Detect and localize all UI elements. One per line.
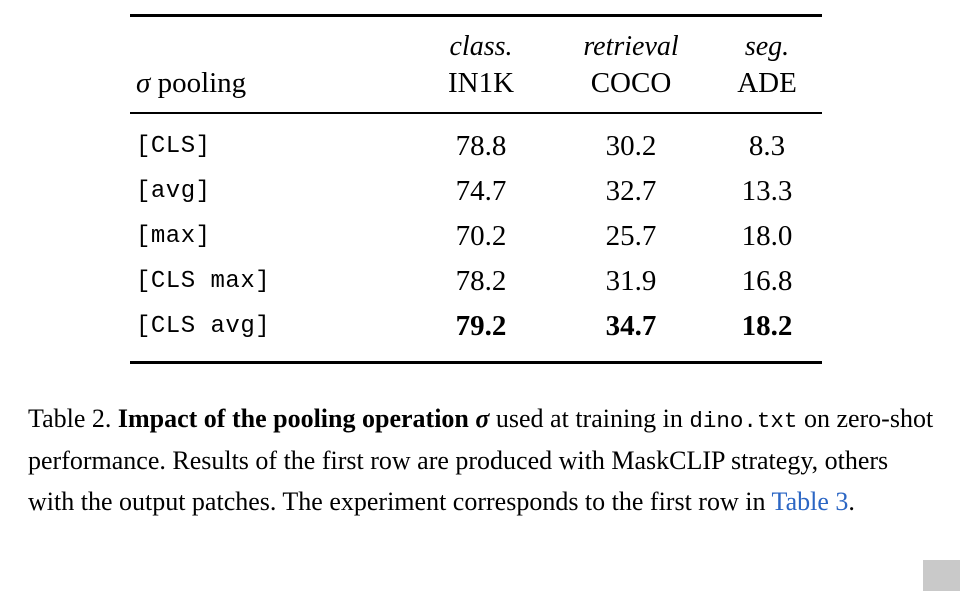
cell-in1k: 78.8	[455, 130, 507, 162]
mid-rule	[130, 112, 822, 114]
table-header-row: σ pooling IN1K COCO ADE	[130, 63, 822, 112]
caption-bold-title: Impact of the pooling operation	[117, 404, 476, 433]
pooling-label: pooling	[150, 67, 247, 99]
caption-mid2: on zero-shot performance. Results of the…	[28, 404, 934, 517]
caption-prefix: Table 2.	[28, 404, 118, 433]
caption-suffix: .	[848, 487, 855, 517]
cell-ade: 18.0	[741, 220, 793, 252]
caption-sigma: σ	[475, 404, 490, 433]
cell-ade: 18.2	[741, 310, 793, 342]
top-rule	[130, 14, 822, 17]
header-col-coco: COCO	[590, 67, 672, 99]
header-col-ade: ADE	[737, 67, 797, 99]
cell-coco: 31.9	[605, 265, 657, 297]
cell-ade: 16.8	[741, 265, 793, 297]
cell-in1k: 70.2	[455, 220, 507, 252]
cell-coco: 25.7	[605, 220, 657, 252]
cell-in1k: 74.7	[455, 175, 507, 207]
caption-mid1: used at training in	[489, 404, 690, 433]
table-row: [CLS] 78.8 30.2 8.3	[130, 124, 822, 169]
cell-ade: 13.3	[741, 175, 793, 207]
results-table: class. retrieval seg. σ pooling IN1K COC…	[130, 14, 822, 364]
cell-in1k: 78.2	[455, 265, 507, 297]
table-row: [max] 70.2 25.7 18.0	[130, 214, 822, 259]
table-group-header-row: class. retrieval seg.	[130, 17, 822, 63]
sigma-symbol: σ	[136, 67, 151, 99]
group-header-class: class.	[449, 31, 513, 62]
group-header-seg: seg.	[744, 31, 790, 62]
cell-coco: 32.7	[605, 175, 657, 207]
cell-coco: 30.2	[605, 130, 657, 162]
cell-coco: 34.7	[605, 310, 657, 342]
corner-artifact	[923, 560, 960, 591]
group-header-retrieval: retrieval	[583, 31, 679, 62]
table-caption: Table 2. Impact of the pooling operation…	[28, 398, 938, 523]
row-label: [avg]	[136, 178, 211, 205]
row-label: [CLS]	[136, 133, 211, 160]
table-row: [CLS avg] 79.2 34.7 18.2	[130, 304, 822, 349]
table-body: [CLS] 78.8 30.2 8.3 [avg] 74.7 32.7 13.3…	[130, 114, 822, 361]
table3-link[interactable]: Table 3	[771, 487, 849, 517]
cell-in1k: 79.2	[455, 310, 507, 342]
bottom-rule	[130, 361, 822, 364]
row-label: [CLS max]	[136, 268, 271, 295]
caption-code-dino-txt: dino.txt	[689, 408, 798, 434]
header-col-in1k: IN1K	[447, 67, 515, 99]
table-row: [CLS max] 78.2 31.9 16.8	[130, 259, 822, 304]
header-sigma-pooling: σ pooling	[130, 67, 412, 100]
row-label: [CLS avg]	[136, 313, 271, 340]
table-row: [avg] 74.7 32.7 13.3	[130, 169, 822, 214]
row-label: [max]	[136, 223, 211, 250]
cell-ade: 8.3	[748, 130, 786, 162]
